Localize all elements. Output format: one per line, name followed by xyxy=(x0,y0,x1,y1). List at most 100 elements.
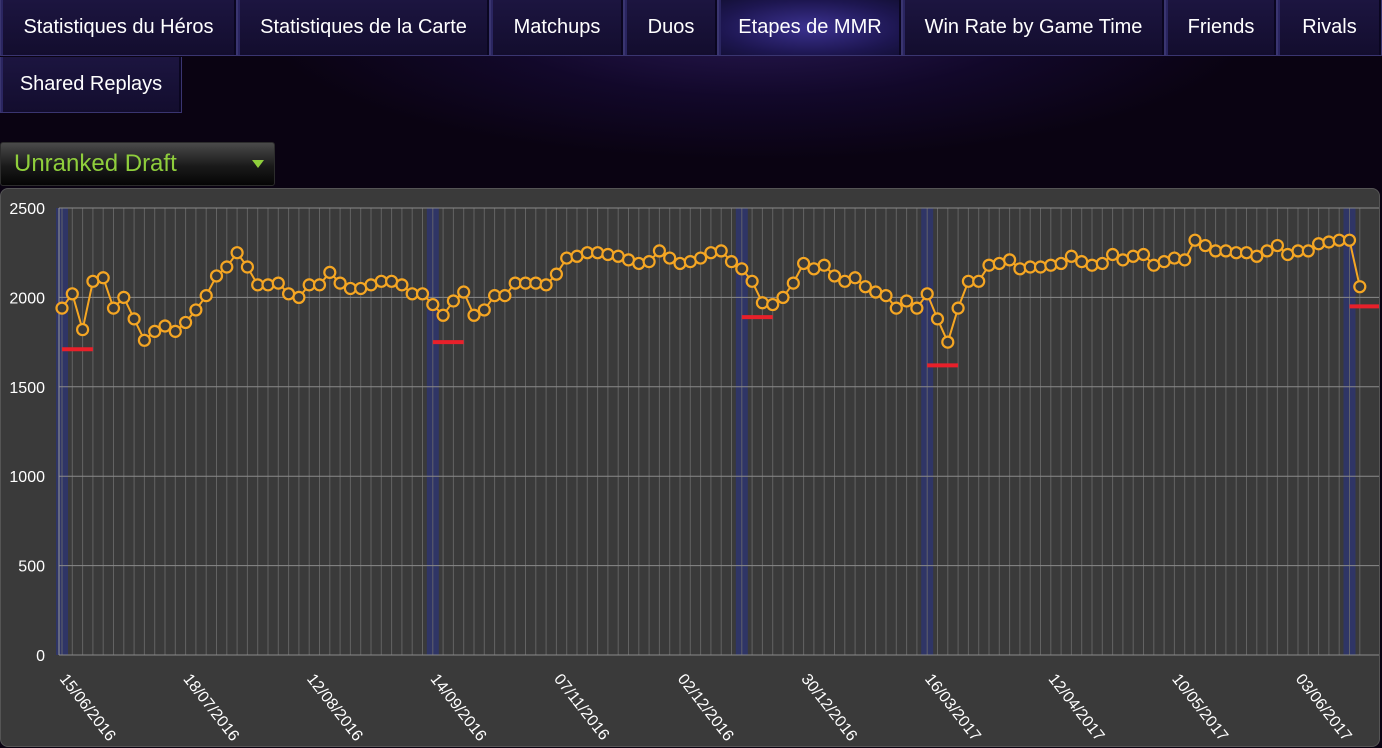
data-point xyxy=(1250,249,1264,263)
data-point xyxy=(1270,238,1285,253)
data-point xyxy=(941,335,955,349)
data-point xyxy=(457,285,471,299)
data-point xyxy=(1136,247,1151,262)
data-point xyxy=(1126,249,1140,263)
data-point xyxy=(590,246,605,260)
y-tick-label: 1500 xyxy=(9,380,45,397)
data-point xyxy=(776,290,790,305)
tab-label: Duos xyxy=(647,16,695,38)
data-point xyxy=(117,290,131,305)
data-point xyxy=(240,260,254,274)
tab-bar: Statistiques du Héros Statistiques de la… xyxy=(0,0,1382,116)
data-point xyxy=(137,333,151,347)
data-point xyxy=(549,267,564,281)
data-point xyxy=(199,289,213,303)
x-tick-label: 18/07/2016 xyxy=(179,671,242,745)
data-point xyxy=(292,290,306,305)
data-point xyxy=(75,322,90,337)
data-point xyxy=(1188,233,1202,247)
data-point xyxy=(724,255,739,269)
tab-rivals[interactable]: Rivals xyxy=(1277,0,1382,56)
data-point xyxy=(735,262,749,276)
data-point xyxy=(477,303,491,317)
x-tick-label: 30/12/2016 xyxy=(797,671,860,745)
data-point xyxy=(261,278,275,292)
tab-map-stats[interactable]: Statistiques de la Carte xyxy=(237,0,490,56)
data-point xyxy=(1064,249,1079,263)
data-point xyxy=(220,260,234,274)
data-point xyxy=(426,297,440,312)
x-tick-label: 12/08/2016 xyxy=(303,671,366,745)
data-point xyxy=(498,289,512,303)
data-point xyxy=(271,276,285,290)
tab-row-primary: Statistiques du Héros Statistiques de la… xyxy=(0,0,1382,56)
tab-row-secondary: Shared Replays xyxy=(0,57,182,113)
game-mode-select[interactable]: Unranked Draft xyxy=(0,142,275,186)
data-point xyxy=(879,289,893,303)
data-point xyxy=(1013,262,1027,276)
data-point xyxy=(796,256,811,271)
x-tick-label: 16/03/2017 xyxy=(921,671,984,745)
tab-label: Shared Replays xyxy=(19,73,163,95)
data-point xyxy=(1054,256,1068,271)
data-point xyxy=(1353,280,1367,294)
data-point xyxy=(1198,238,1212,253)
data-point xyxy=(560,251,574,265)
data-point xyxy=(436,308,450,322)
x-tick-label: 02/12/2016 xyxy=(674,671,737,745)
data-point xyxy=(189,303,203,317)
tab-win-rate-by-game-time[interactable]: Win Rate by Game Time xyxy=(902,0,1165,56)
data-point xyxy=(1085,258,1099,272)
data-point xyxy=(663,251,677,265)
data-point xyxy=(889,301,903,315)
data-point xyxy=(127,312,141,326)
y-tick-label: 500 xyxy=(18,559,45,576)
data-point xyxy=(910,301,924,315)
x-tick-label: 12/04/2017 xyxy=(1045,671,1108,745)
data-point xyxy=(693,251,708,265)
data-point xyxy=(817,258,831,272)
tab-shared-replays[interactable]: Shared Replays xyxy=(0,57,182,113)
tab-label: Rivals xyxy=(1302,16,1357,38)
x-tick-label: 07/11/2016 xyxy=(550,671,612,744)
data-point xyxy=(899,294,914,308)
data-point xyxy=(1167,251,1182,265)
data-point xyxy=(415,287,430,301)
y-tick-label: 1000 xyxy=(9,469,45,486)
data-point xyxy=(632,256,646,271)
data-point xyxy=(148,324,162,338)
tab-hero-stats[interactable]: Statistiques du Héros xyxy=(0,0,237,56)
data-point xyxy=(446,294,460,308)
mmr-line-chart: 0 500 1000 1500 2000 2500 15/06/2016 18/07/201… xyxy=(9,201,1379,745)
milestone-markers xyxy=(62,304,1379,368)
data-point xyxy=(96,271,110,285)
chart-grid xyxy=(58,207,1379,656)
data-point xyxy=(1219,244,1233,258)
data-point xyxy=(230,246,244,260)
tab-matchups[interactable]: Matchups xyxy=(490,0,624,56)
data-point xyxy=(333,276,347,290)
game-mode-select-value: Unranked Draft xyxy=(14,150,177,177)
tab-duos[interactable]: Duos xyxy=(624,0,718,56)
data-point xyxy=(827,269,842,283)
tab-mmr-milestones[interactable]: Etapes de MMR xyxy=(718,0,902,56)
data-point xyxy=(930,312,945,326)
data-point xyxy=(539,278,553,292)
data-point xyxy=(1044,258,1058,272)
data-point xyxy=(642,255,656,269)
tab-label: Etapes de MMR xyxy=(738,16,882,38)
y-tick-label: 0 xyxy=(36,648,45,665)
data-point xyxy=(106,301,121,315)
y-axis: 0 500 1000 1500 2000 2500 xyxy=(9,201,45,665)
data-point xyxy=(312,278,327,292)
data-point xyxy=(1095,256,1109,271)
data-point xyxy=(972,274,986,288)
x-axis: 15/06/2016 18/07/2016 12/08/2016 14/09/2016… xyxy=(56,671,1355,745)
caret-down-icon xyxy=(252,160,264,168)
tab-friends[interactable]: Friends xyxy=(1165,0,1277,56)
tab-label: Win Rate by Game Time xyxy=(924,16,1143,38)
data-point xyxy=(714,244,728,258)
data-point xyxy=(55,301,69,315)
y-tick-label: 2500 xyxy=(9,201,45,218)
data-point xyxy=(158,319,172,333)
